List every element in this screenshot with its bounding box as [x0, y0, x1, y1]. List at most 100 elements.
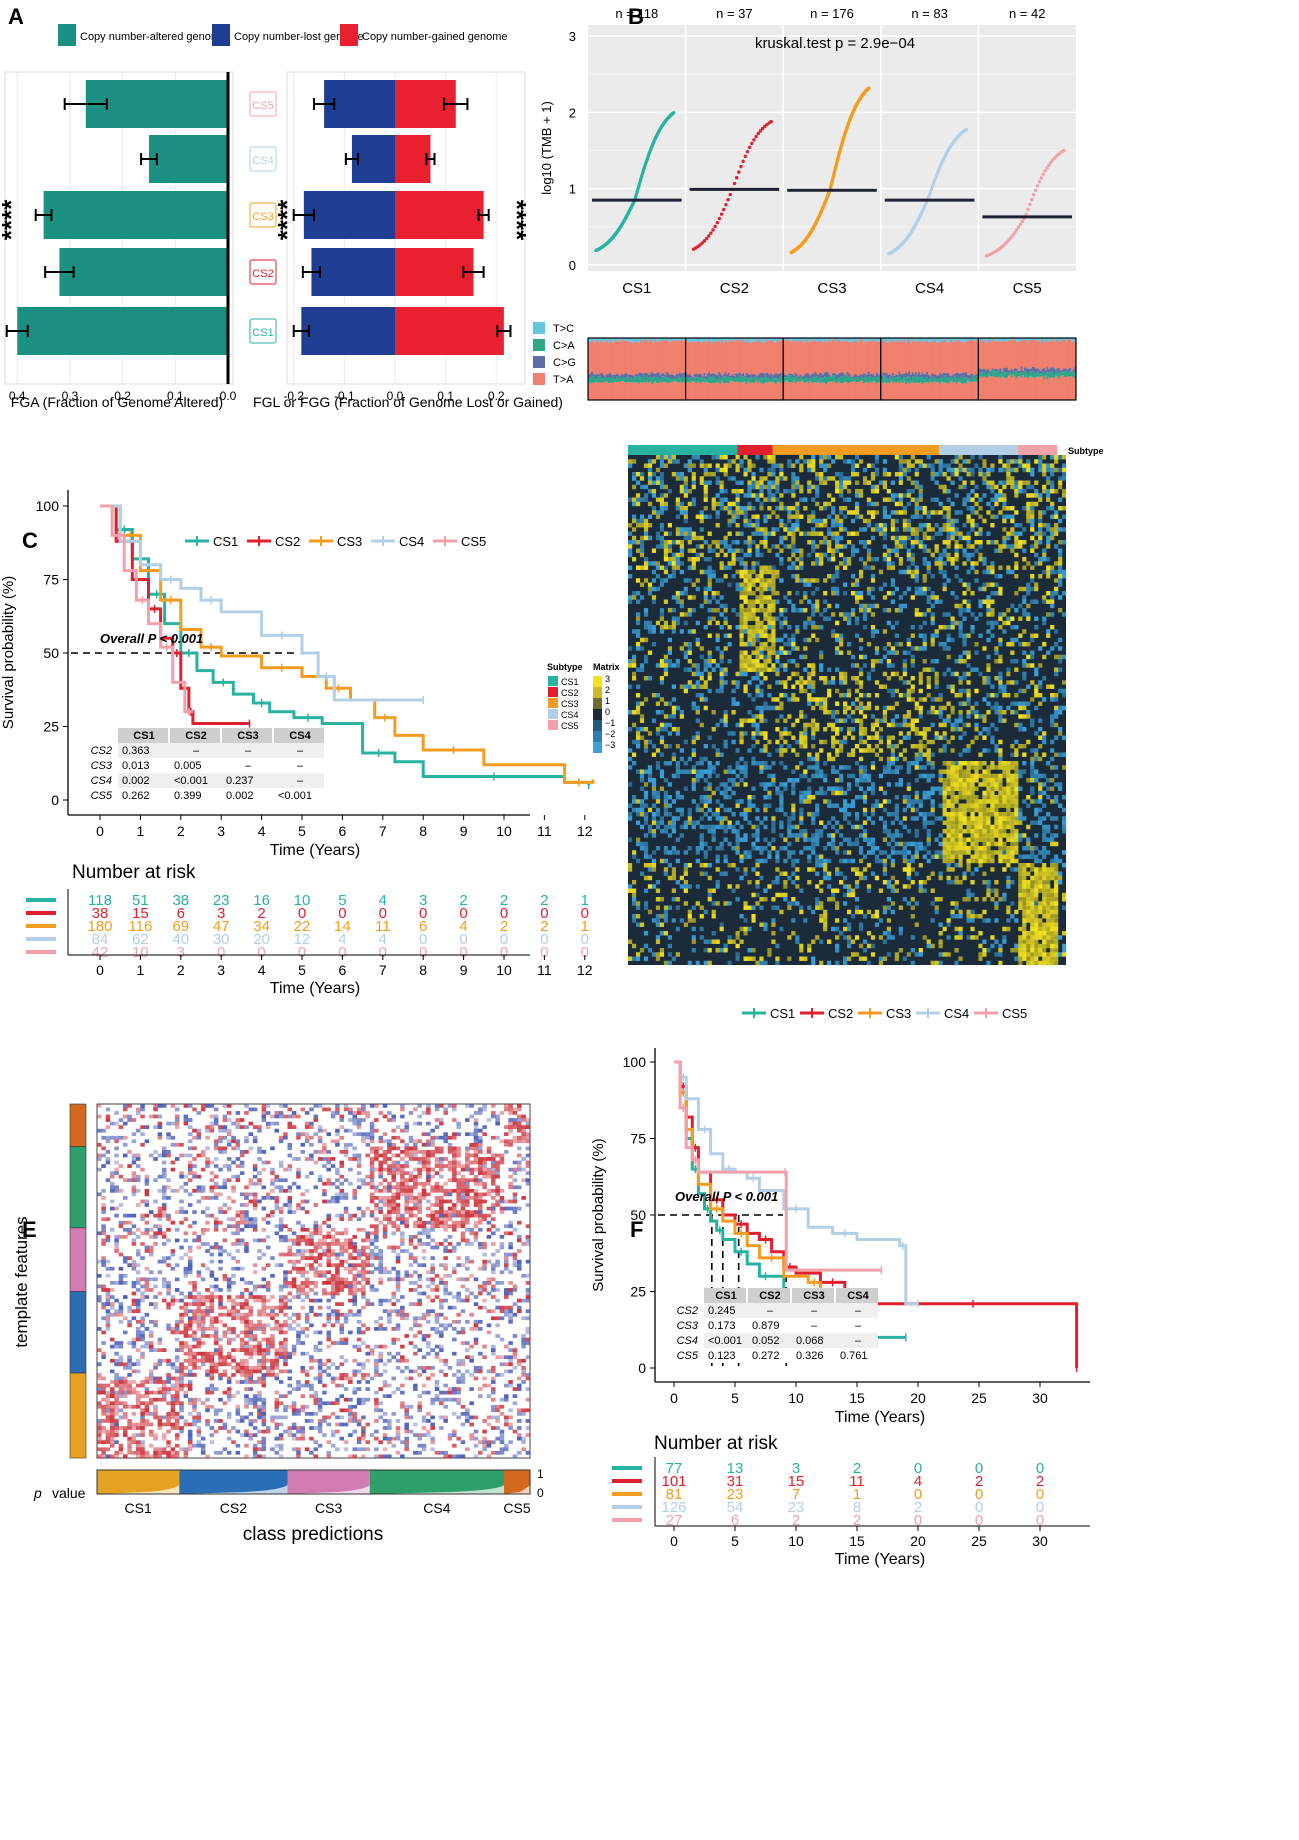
d-heatmap-cell — [890, 527, 895, 532]
d-heatmap-cell — [751, 480, 756, 485]
d-heatmap-cell — [874, 705, 880, 711]
d-heatmap-cell — [771, 599, 776, 604]
b-mutation-bar-segment — [1023, 370, 1026, 378]
d-heatmap-cell — [699, 654, 704, 660]
d-heatmap-cell — [687, 501, 692, 507]
d-heatmap-cell — [651, 472, 657, 477]
b-mutation-bar-segment — [758, 381, 761, 400]
d-heatmap-cell — [922, 637, 927, 643]
b-mutation-bar-segment — [732, 375, 735, 379]
b-mutation-bar-segment — [726, 341, 729, 375]
b-mutation-bar-segment — [766, 378, 769, 384]
c-risk-xtick: 8 — [419, 962, 427, 978]
b-mutation-bar-segment — [949, 375, 952, 378]
d-heatmap-cell — [779, 557, 784, 562]
c-risk-xtick: 1 — [137, 962, 145, 978]
d-heatmap-cell — [739, 637, 744, 643]
b-mutation-bar-segment — [791, 341, 794, 374]
d-heatmap-cell — [771, 663, 776, 668]
d-heatmap-cell — [659, 680, 665, 685]
b-mutation-bar-segment — [991, 339, 994, 369]
b-mutation-bar-segment — [737, 382, 740, 400]
d-heatmap-cell — [970, 705, 975, 711]
b-mutation-bar-segment — [1043, 373, 1046, 380]
d-heatmap-cell — [803, 608, 808, 613]
b-mutation-bar-segment — [845, 341, 847, 376]
d-heatmap-cell — [1058, 540, 1063, 545]
b-mutation-bar-segment — [866, 342, 869, 375]
d-heatmap-cell — [755, 688, 760, 694]
d-heatmap-cell — [663, 557, 669, 562]
d-heatmap-cell — [731, 489, 736, 494]
d-heatmap-cell — [922, 544, 927, 549]
d-heatmap-cell — [926, 586, 931, 592]
d-heatmap-cell — [974, 484, 979, 490]
d-heatmap-cell — [827, 514, 832, 519]
b-mutation-bar-segment — [874, 381, 877, 400]
b-mutation-bar-segment — [736, 373, 738, 378]
d-heatmap-cell — [823, 506, 828, 511]
d-heatmap-cell — [946, 557, 951, 562]
d-heatmap-cell — [922, 586, 927, 592]
b-mutation-bar-segment — [1064, 370, 1067, 378]
b-mutation-bar-segment — [696, 377, 699, 382]
b-mutation-bar-segment — [627, 341, 629, 375]
d-heatmap-cell — [771, 455, 776, 460]
b-mutation-bar-segment — [718, 340, 721, 372]
b-mutation-bar-segment — [996, 338, 999, 342]
d-heatmap-cell — [739, 663, 744, 668]
d-heatmap-cell — [1010, 476, 1015, 481]
d-heatmap-cell — [942, 642, 947, 647]
d-heatmap-cell — [934, 544, 939, 549]
b-mutation-bar-segment — [609, 338, 612, 341]
d-heatmap-cell — [910, 625, 915, 630]
b-mutation-bar-segment — [934, 340, 937, 375]
d-heatmap-cell — [699, 514, 704, 519]
b-mutation-bar-segment — [828, 338, 831, 341]
d-heatmap-cell — [866, 676, 872, 681]
d-heatmap-cell — [986, 637, 991, 643]
b-mutation-bar-segment — [687, 374, 690, 379]
d-heatmap-cell — [839, 506, 844, 511]
d-heatmap-cell — [906, 565, 911, 570]
b-mutation-bar-segment — [934, 338, 937, 341]
d-heatmap-cell — [918, 612, 923, 617]
b-mutation-bar-segment — [662, 373, 665, 377]
d-heatmap-cell — [942, 506, 947, 511]
d-heatmap-cell — [1026, 501, 1031, 507]
b-mutation-bar-segment — [846, 338, 849, 340]
d-heatmap-cell — [918, 671, 923, 677]
b-mutation-bar-segment — [1027, 342, 1030, 369]
b-mutation-bar-segment — [683, 340, 686, 373]
d-heatmap-cell — [803, 582, 808, 587]
d-heatmap-cell — [759, 527, 764, 532]
b-mutation-bar-segment — [942, 340, 945, 374]
d-heatmap-cell — [747, 506, 752, 511]
b-mutation-bar-segment — [744, 377, 747, 382]
d-heatmap-cell — [1054, 569, 1059, 575]
b-mutation-bar-segment — [818, 338, 821, 341]
d-heatmap-cell — [930, 620, 935, 626]
d-heatmap-cell — [998, 489, 1003, 494]
b-mutation-bar-segment — [875, 383, 878, 400]
d-heatmap-cell — [631, 629, 637, 634]
b-mutation-bar-segment — [874, 376, 877, 379]
d-heatmap-cell — [683, 591, 688, 596]
d-heatmap-cell — [934, 671, 939, 677]
b-mutation-bar-segment — [888, 342, 891, 375]
d-heatmap-cell — [703, 506, 708, 511]
d-heatmap-cell — [978, 633, 983, 638]
d-heatmap-cell — [739, 650, 744, 655]
b-mutation-bar-segment — [853, 340, 856, 376]
b-mutation-bar-segment — [742, 373, 745, 377]
d-heatmap-cell — [839, 637, 844, 643]
d-heatmap-cell — [850, 608, 856, 613]
b-mutation-bar-segment — [903, 373, 906, 378]
d-heatmap-cell — [628, 463, 633, 468]
b-mutation-bar-segment — [848, 338, 851, 343]
d-heatmap-cell — [787, 637, 792, 643]
d-heatmap-cell — [862, 714, 868, 719]
d-heatmap-cell — [954, 467, 959, 473]
d-heatmap-cell — [779, 476, 784, 481]
d-heatmap-cell — [1010, 506, 1015, 511]
